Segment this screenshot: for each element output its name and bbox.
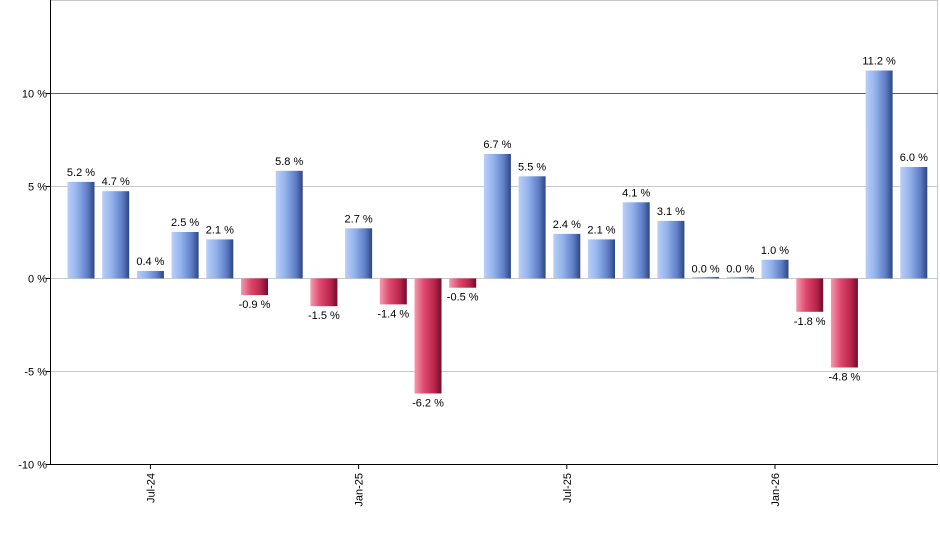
y-tick-label: -5 % (24, 367, 47, 379)
bar (275, 170, 303, 279)
bar-data-label: 4.1 % (622, 187, 650, 199)
bar (345, 228, 373, 279)
bar (102, 191, 130, 279)
bar (379, 278, 407, 305)
bar-data-label: -4.8 % (829, 372, 861, 384)
axes-layer (46, 0, 938, 469)
bar (761, 259, 789, 279)
bar-data-label: 2.1 % (206, 224, 234, 236)
grid-layer (50, 0, 938, 464)
bar (726, 276, 754, 279)
bar-data-label: 1.0 % (761, 245, 789, 257)
bar-data-label: 5.2 % (67, 167, 95, 179)
bar-data-label: 6.7 % (483, 139, 511, 151)
bar (553, 233, 581, 279)
bar (830, 278, 858, 368)
bar (657, 220, 685, 279)
bar (692, 276, 720, 279)
x-tick-label: Jul-25 (562, 473, 574, 503)
x-tick-labels: Jul-24 Jan-25 Jul-25 Jan-26 (145, 473, 782, 507)
bar (518, 176, 546, 279)
bar-data-label: -6.2 % (412, 398, 444, 410)
bar-data-label: 3.1 % (657, 206, 685, 218)
bar-labels-layer: 5.2 % 4.7 % 0.4 % 2.5 % 2.1 % -0.9 % 5.8 % -1.5… (67, 56, 928, 410)
bar-data-label: -0.5 % (447, 292, 479, 304)
x-tick-label: Jan-25 (354, 473, 366, 507)
bar (622, 202, 650, 279)
bar-data-label: -0.9 % (239, 299, 271, 311)
bar (900, 167, 928, 279)
bars-layer (67, 70, 928, 394)
bar (136, 271, 164, 279)
bar-data-label: 5.8 % (275, 156, 303, 168)
bar (588, 239, 615, 279)
bar-data-label: 4.7 % (102, 176, 130, 188)
bar (310, 278, 338, 307)
bar (449, 278, 477, 288)
bar-data-label: 0.4 % (136, 256, 164, 268)
bar-data-label: -1.8 % (794, 316, 826, 328)
bar-data-label: 2.7 % (345, 213, 373, 225)
bar-data-label: 2.1 % (587, 224, 615, 236)
y-tick-label: 0 % (28, 274, 47, 286)
bar-data-label: 5.5 % (518, 161, 546, 173)
bar (414, 278, 442, 394)
bar (67, 181, 95, 279)
x-tick-label: Jan-26 (770, 473, 782, 507)
bar-data-label: -1.5 % (308, 310, 340, 322)
bar (865, 70, 893, 279)
bar-data-label: 11.2 % (862, 56, 896, 68)
bar-data-label: 0.0 % (726, 263, 754, 275)
bar-data-label: 6.0 % (900, 152, 928, 164)
bar-data-label: 0.0 % (692, 263, 720, 275)
bar (206, 239, 234, 279)
x-tick-label: Jul-24 (145, 473, 157, 503)
bar-data-label: 2.5 % (171, 217, 199, 229)
bar (483, 154, 511, 279)
y-tick-label: 5 % (28, 182, 47, 194)
y-tick-label: 10 % (22, 89, 47, 101)
bar (171, 232, 199, 279)
y-tick-labels: 10 % 5 % 0 % -5 % -10 % (18, 89, 47, 472)
bar-data-label: 2.4 % (553, 219, 581, 231)
bar (241, 278, 268, 296)
y-tick-label: -10 % (18, 460, 47, 472)
bar-data-label: -1.4 % (377, 308, 409, 320)
bar (796, 278, 824, 312)
